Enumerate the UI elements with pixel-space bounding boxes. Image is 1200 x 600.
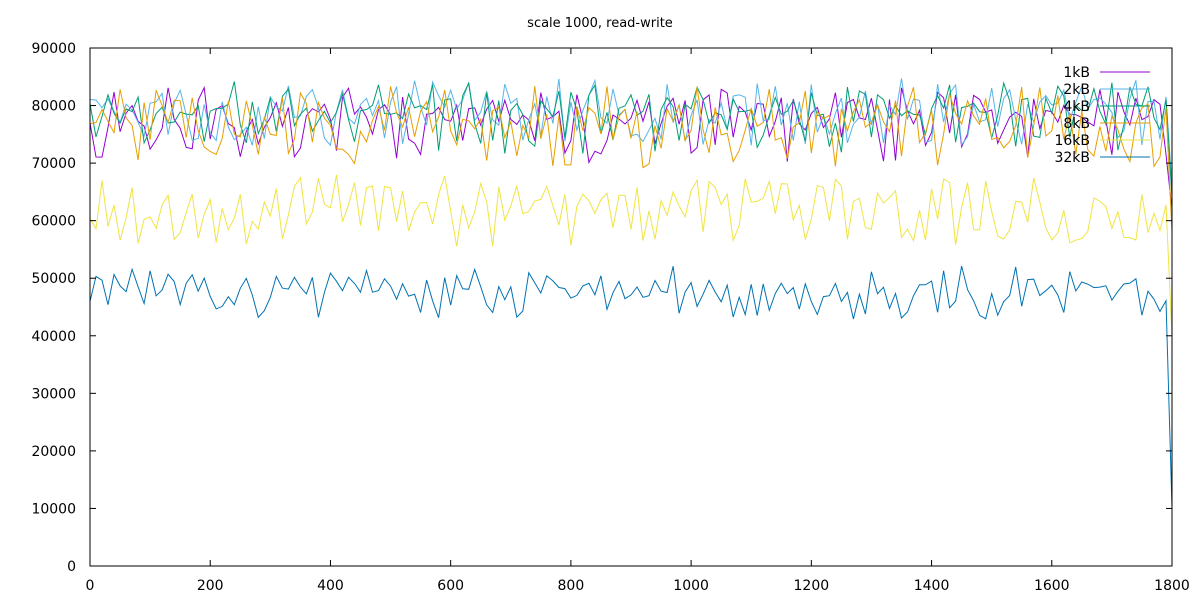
y-tick-label: 60000 (31, 214, 76, 230)
y-tick-label: 40000 (31, 329, 76, 345)
series-line-16kB (89, 174, 1173, 336)
y-tick-label: 10000 (31, 501, 76, 517)
x-tick-label: 0 (86, 578, 95, 594)
x-tick-label: 1200 (794, 578, 830, 594)
series-line-2kB (89, 78, 1173, 187)
x-tick-label: 600 (437, 578, 464, 594)
y-tick-label: 0 (67, 559, 76, 575)
series-line-32kB (89, 265, 1173, 509)
legend-label-2kB: 2kB (1063, 82, 1090, 98)
series-line-4kB (89, 81, 1173, 198)
legend-label-1kB: 1kB (1063, 65, 1090, 81)
axes-layer: 0100002000030000400005000060000700008000… (31, 41, 1189, 594)
legend-label-16kB: 16kB (1054, 133, 1090, 149)
y-tick-label: 20000 (31, 444, 76, 460)
y-tick-label: 30000 (31, 386, 76, 402)
plot-frame (89, 47, 1173, 567)
chart-title: scale 1000, read-write (527, 16, 673, 31)
series-line-8kB (89, 86, 1173, 233)
series-line-1kB (89, 85, 1173, 210)
y-tick-label: 70000 (31, 156, 76, 172)
legend-label-4kB: 4kB (1063, 99, 1090, 115)
x-tick-label: 800 (558, 578, 585, 594)
x-tick-label: 1800 (1154, 578, 1190, 594)
x-tick-label: 1400 (914, 578, 950, 594)
x-tick-label: 1000 (673, 578, 709, 594)
series-layer (89, 78, 1173, 509)
legend-label-8kB: 8kB (1063, 116, 1090, 132)
y-tick-label: 80000 (31, 99, 76, 115)
x-tick-label: 200 (197, 578, 224, 594)
y-tick-label: 50000 (31, 271, 76, 287)
legend-label-32kB: 32kB (1054, 150, 1090, 166)
y-tick-label: 90000 (31, 41, 76, 57)
x-tick-label: 1600 (1034, 578, 1070, 594)
x-tick-label: 400 (317, 578, 344, 594)
